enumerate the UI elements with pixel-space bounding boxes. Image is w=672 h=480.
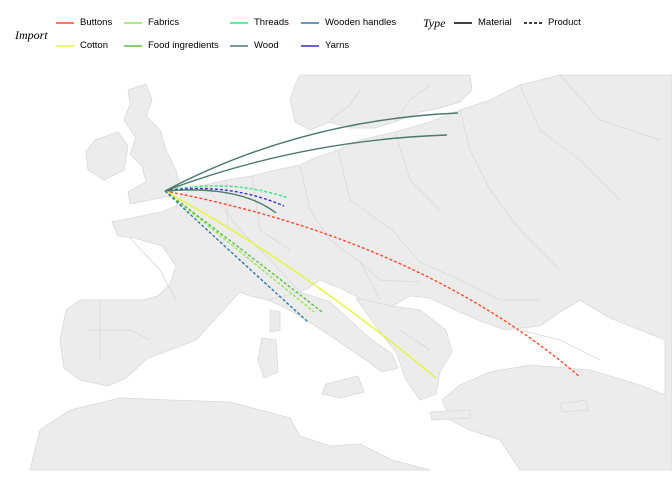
cyprus-land (559, 399, 589, 413)
legend-key-wooden-handles (301, 21, 319, 24)
legend-label-wooden-handles: Wooden handles (325, 17, 397, 28)
flow-line-wood-0 (164, 112, 459, 192)
sicily-land (321, 375, 365, 399)
legend: Import Buttons Cotton Fabrics Food ingre… (0, 0, 672, 70)
legend-item-wooden-handles: Wooden handles (301, 17, 396, 28)
flow-line-threads-2 (164, 185, 289, 199)
legend-key-yarns (301, 44, 319, 47)
legend-item-buttons: Buttons (56, 17, 112, 28)
flow-line-fabrics-7 (164, 190, 315, 313)
legend-key-fabrics (124, 21, 142, 24)
sardinia-land (257, 337, 279, 379)
flow-line-food-ingredients-8 (164, 190, 323, 313)
flow-lines (164, 112, 581, 379)
legend-label-material: Material (478, 17, 512, 28)
legend-label-buttons: Buttons (80, 17, 113, 28)
legend-label-threads: Threads (254, 17, 289, 28)
legend-label-yarns: Yarns (325, 40, 350, 51)
land-layer (0, 74, 672, 471)
legend-label-food-ingredients: Food ingredients (148, 40, 219, 51)
crete-land (429, 409, 471, 421)
flow-line-yarns-3 (164, 187, 285, 207)
legend-label-wood: Wood (254, 40, 279, 51)
legend-title-import: Import (15, 28, 48, 42)
country-borders (90, 74, 661, 361)
legend-title-type: Type (423, 16, 446, 30)
flow-line-cotton-6 (164, 190, 437, 379)
legend-label-product: Product (548, 17, 581, 28)
legend-label-fabrics: Fabrics (148, 17, 180, 28)
legend-item-yarns: Yarns (301, 40, 349, 51)
legend-item-fabrics: Fabrics (124, 17, 179, 28)
italy-land (266, 291, 399, 373)
legend-key-cotton (56, 44, 74, 47)
legend-key-material (454, 21, 472, 24)
legend-item-material: Material (454, 17, 512, 28)
legend-key-threads (230, 21, 248, 24)
legend-key-wood (230, 44, 248, 47)
legend-key-product (524, 21, 542, 24)
ireland-land (85, 131, 129, 181)
legend-item-wood: Wood (230, 40, 279, 51)
legend-item-threads: Threads (230, 17, 289, 28)
flow-line-buttons-5 (164, 190, 581, 378)
legend-key-food-ingredients (124, 44, 142, 47)
flow-line-wood-4 (164, 189, 277, 214)
legend-label-cotton: Cotton (80, 40, 108, 51)
flow-line-wooden-handles-9 (164, 190, 309, 323)
continental-europe-land (59, 74, 672, 471)
legend-item-food-ingredients: Food ingredients (124, 40, 219, 51)
north-africa-land (29, 397, 431, 471)
corsica-land (269, 309, 281, 333)
legend-item-cotton: Cotton (56, 40, 108, 51)
legend-item-product: Product (524, 17, 581, 28)
great-britain-land (123, 83, 181, 205)
balkans-land (355, 297, 453, 401)
legend-key-buttons (56, 21, 74, 24)
flow-line-wood-1 (164, 134, 448, 192)
